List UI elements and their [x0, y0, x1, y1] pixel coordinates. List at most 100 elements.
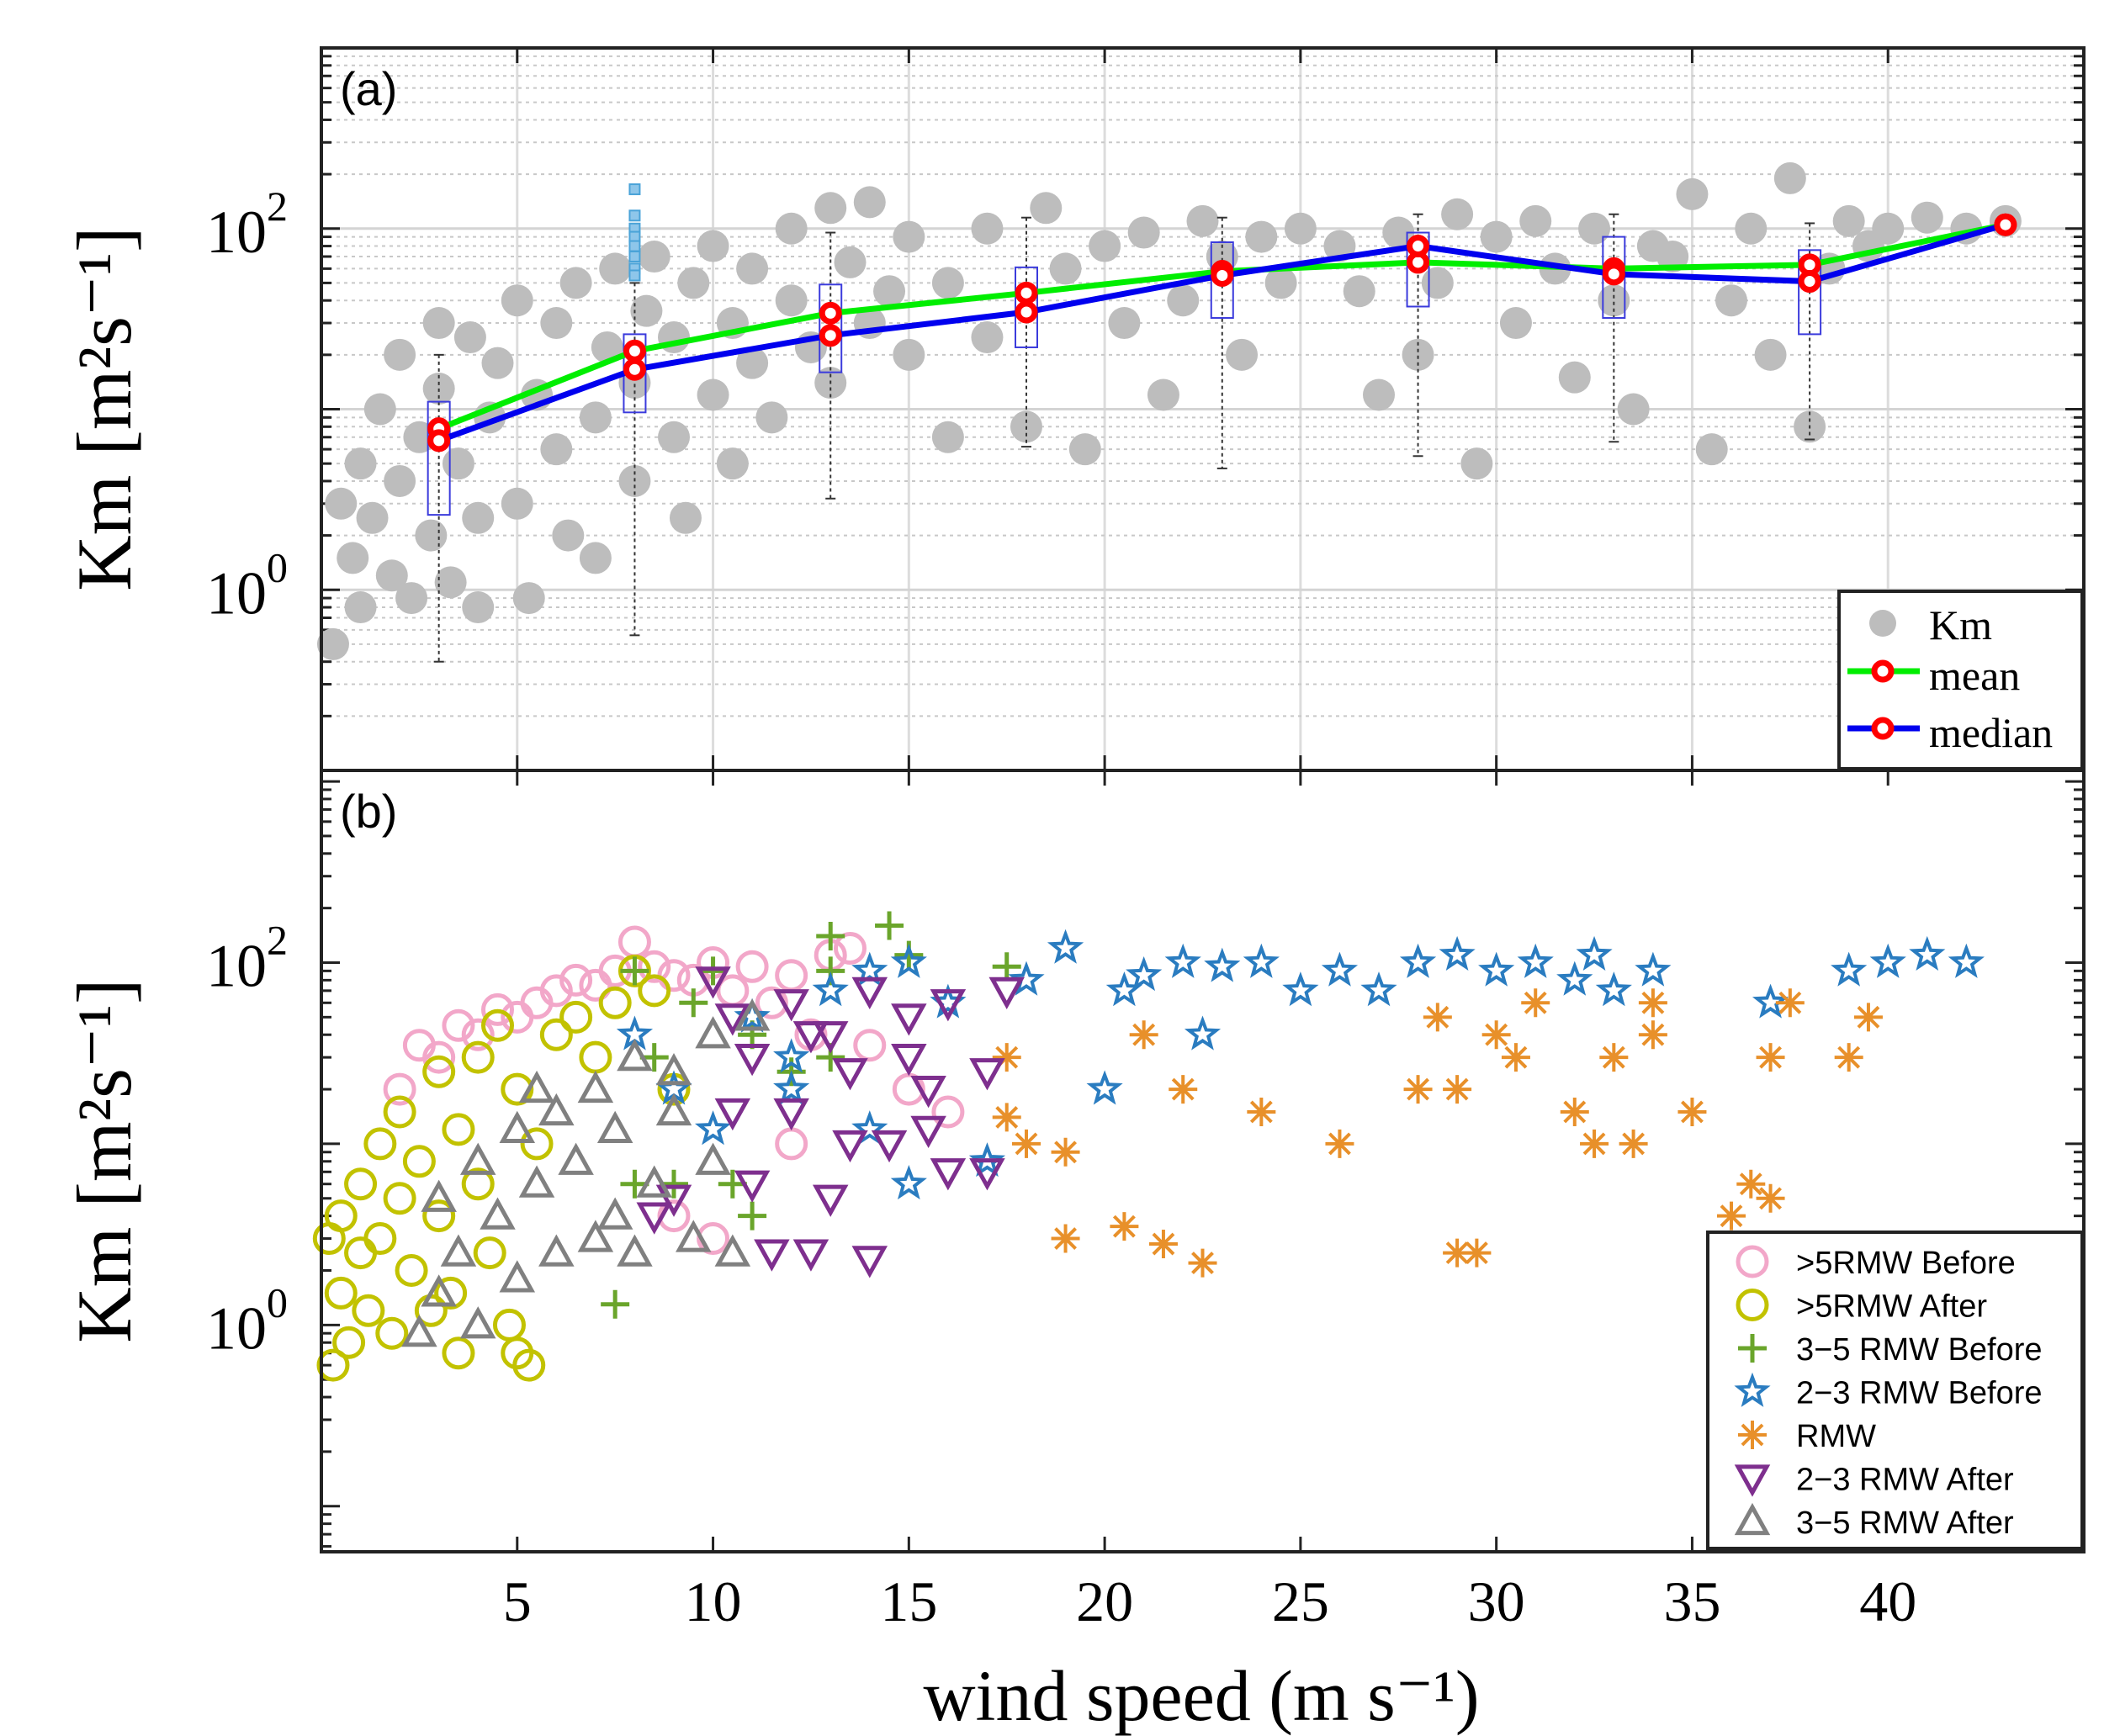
km-point — [1499, 307, 1532, 340]
data-point — [910, 1075, 946, 1109]
y-axis-label-b: Km [m²s⁻¹] — [61, 978, 147, 1342]
data-point — [1717, 1201, 1746, 1231]
data-point — [422, 1055, 456, 1088]
km-point — [1127, 216, 1160, 249]
data-point — [1756, 1183, 1785, 1213]
legend-marker — [1738, 1334, 1767, 1363]
km-point — [1108, 307, 1141, 340]
data-point — [601, 1289, 630, 1319]
median-marker — [1602, 262, 1625, 286]
km-point — [1480, 220, 1513, 253]
km-point — [1147, 378, 1179, 411]
y-tick-label-exponent: 0 — [267, 543, 288, 590]
data-point — [1595, 971, 1632, 1007]
data-point — [698, 956, 728, 986]
data-point — [679, 988, 708, 1018]
data-point — [754, 1239, 790, 1272]
km-point — [481, 347, 514, 379]
y-tick-label: 102 — [206, 916, 288, 999]
km-point — [677, 267, 710, 299]
data-point — [1521, 988, 1550, 1018]
km-point — [501, 284, 533, 317]
km-point — [814, 192, 847, 225]
data-point — [832, 1130, 868, 1163]
km-point — [1186, 204, 1219, 237]
km-point — [384, 338, 416, 371]
series-3-5-rmw-after — [401, 998, 771, 1347]
km-point — [1872, 212, 1905, 245]
data-point — [352, 1294, 385, 1327]
data-point — [816, 922, 845, 951]
km-point — [775, 212, 808, 245]
legend-label: 2−3 RMW After — [1796, 1463, 2014, 1498]
data-point — [1148, 1230, 1178, 1259]
km-point — [873, 275, 906, 308]
km-point — [1068, 433, 1101, 466]
series-2-3-rmw-after — [636, 966, 1025, 1278]
data-point — [512, 1348, 546, 1382]
data-point — [890, 943, 927, 978]
y-tick-label-base: 10 — [206, 559, 267, 627]
y-tick-label-base: 10 — [206, 1294, 267, 1362]
data-point — [1576, 935, 1613, 971]
legend-marker — [1736, 1245, 1769, 1278]
data-point — [1051, 1224, 1080, 1253]
data-point — [442, 1113, 475, 1146]
data-point — [598, 986, 632, 1019]
data-point — [792, 1239, 829, 1272]
legend-label: 2−3 RMW Before — [1796, 1376, 2043, 1411]
km-point — [1617, 393, 1650, 426]
km-point — [325, 487, 358, 520]
data-point — [697, 1222, 730, 1256]
data-point — [617, 1038, 653, 1072]
data-point — [1403, 1075, 1433, 1104]
data-point — [851, 1246, 888, 1278]
km-point — [375, 559, 408, 592]
legend-label: 3−5 RMW Before — [1796, 1332, 2043, 1368]
data-point — [395, 1253, 428, 1287]
data-point — [695, 1016, 731, 1049]
data-point — [1462, 1238, 1492, 1268]
data-point — [1619, 1129, 1648, 1158]
data-point — [324, 1276, 358, 1310]
km-point — [1402, 338, 1434, 371]
km-point — [337, 542, 369, 574]
data-point — [773, 1070, 810, 1105]
data-point — [421, 1179, 457, 1212]
km-point — [1715, 284, 1747, 317]
data-point — [655, 1093, 692, 1126]
data-point — [520, 1127, 554, 1161]
legend-marker — [1734, 1464, 1771, 1497]
data-point — [558, 1142, 594, 1175]
km-point — [931, 267, 964, 299]
data-point — [812, 971, 849, 1007]
data-point — [1560, 1097, 1589, 1126]
y-tick-label-exponent: 2 — [267, 916, 288, 963]
outlier-marker — [628, 240, 641, 252]
data-point — [539, 974, 573, 1008]
km-point — [559, 267, 592, 299]
outlier-marker — [628, 269, 641, 282]
km-point — [316, 627, 349, 660]
km-point — [1421, 267, 1454, 299]
legend-label: >5RMW After — [1796, 1289, 1987, 1325]
y-tick-label-base: 10 — [206, 932, 267, 999]
km-point — [1363, 378, 1395, 411]
legend-label-mean: mean — [1929, 652, 2020, 699]
data-point — [501, 1072, 534, 1106]
data-point — [695, 1142, 731, 1175]
data-point — [851, 977, 888, 1010]
data-point — [755, 986, 788, 1019]
data-point — [1188, 1248, 1217, 1278]
x-tick-label: 40 — [1859, 1569, 1916, 1633]
km-point — [1245, 220, 1278, 253]
data-point — [1834, 1043, 1863, 1072]
data-point — [577, 1070, 614, 1104]
km-point — [442, 447, 474, 480]
legend-label: RMW — [1796, 1419, 1876, 1454]
data-point — [636, 1165, 672, 1198]
data-point — [930, 1158, 967, 1191]
data-point — [559, 963, 593, 997]
